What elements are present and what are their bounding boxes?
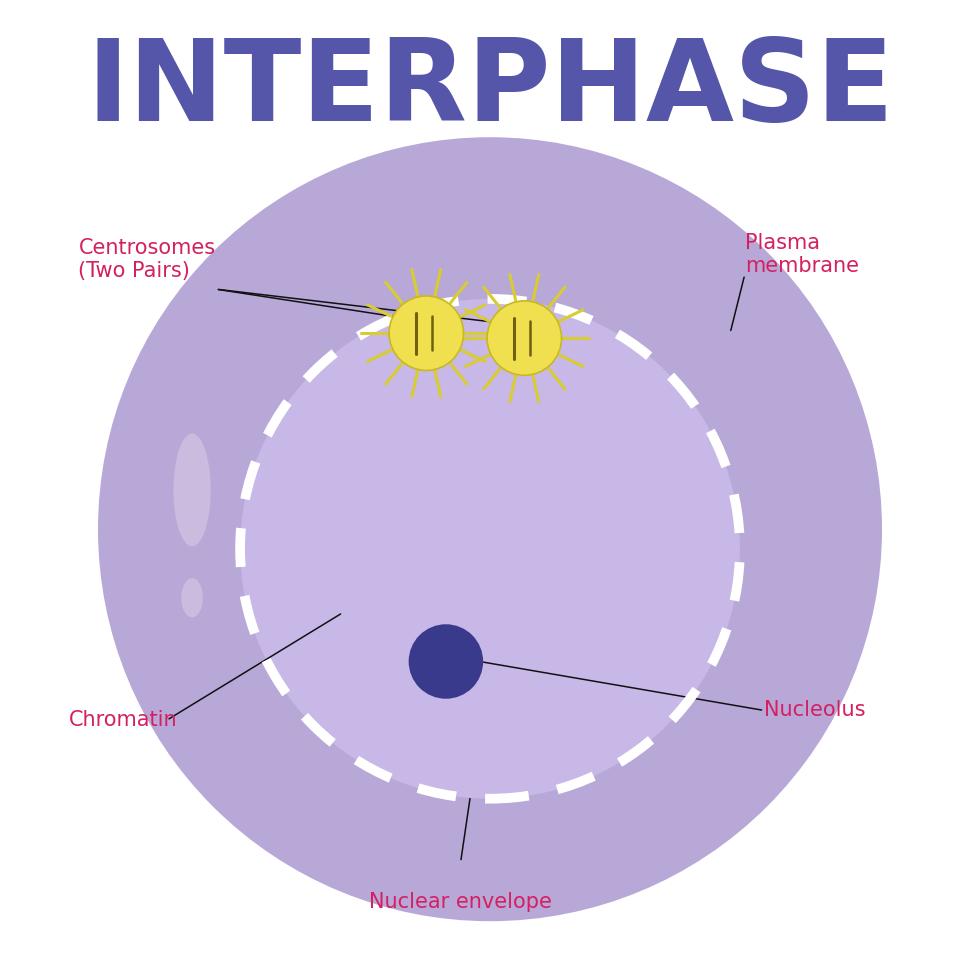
Circle shape bbox=[389, 296, 464, 370]
Circle shape bbox=[409, 624, 483, 699]
Circle shape bbox=[98, 137, 882, 921]
Ellipse shape bbox=[173, 433, 211, 547]
Circle shape bbox=[240, 299, 740, 799]
Text: INTERPHASE: INTERPHASE bbox=[86, 34, 894, 145]
Ellipse shape bbox=[181, 578, 203, 617]
Text: Centrosomes
(Two Pairs): Centrosomes (Two Pairs) bbox=[78, 238, 216, 281]
Circle shape bbox=[487, 301, 562, 375]
Text: Nucleolus: Nucleolus bbox=[764, 701, 866, 720]
Text: Chromatin: Chromatin bbox=[69, 710, 177, 730]
Text: Plasma
membrane: Plasma membrane bbox=[745, 233, 858, 276]
Text: Nuclear envelope: Nuclear envelope bbox=[369, 892, 552, 911]
